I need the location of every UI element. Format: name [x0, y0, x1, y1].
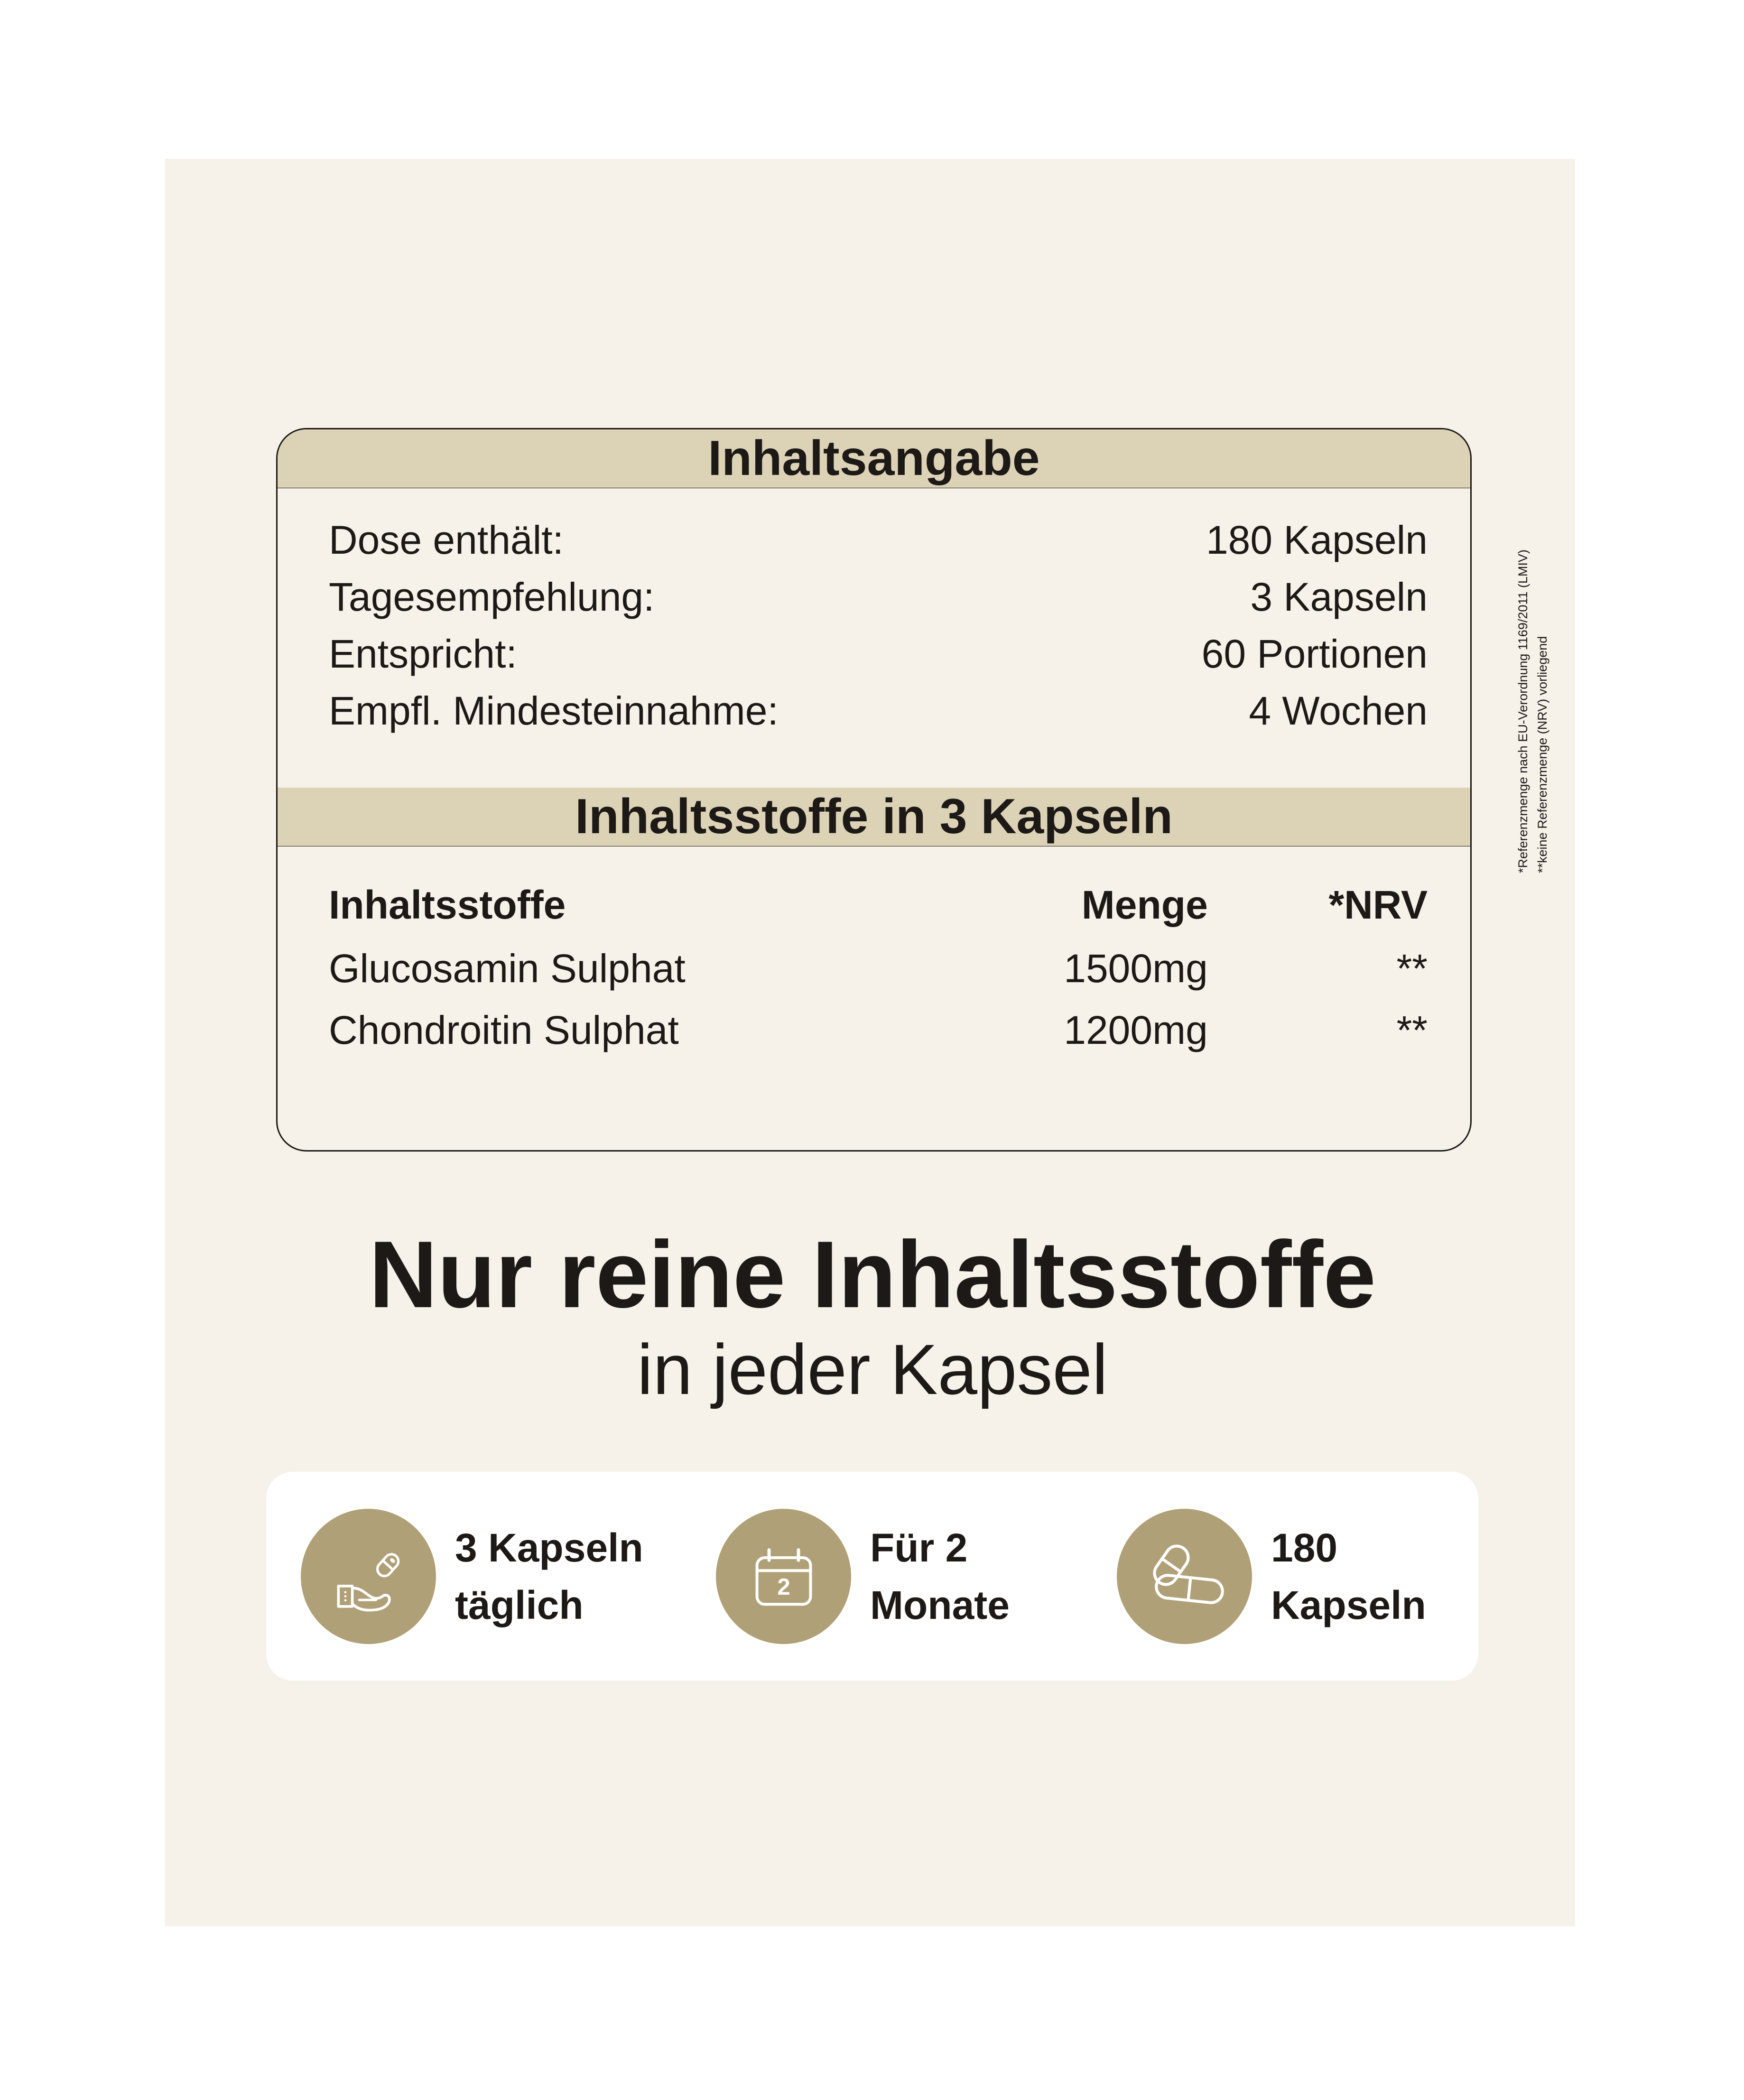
svg-text:2: 2 [777, 1574, 790, 1600]
